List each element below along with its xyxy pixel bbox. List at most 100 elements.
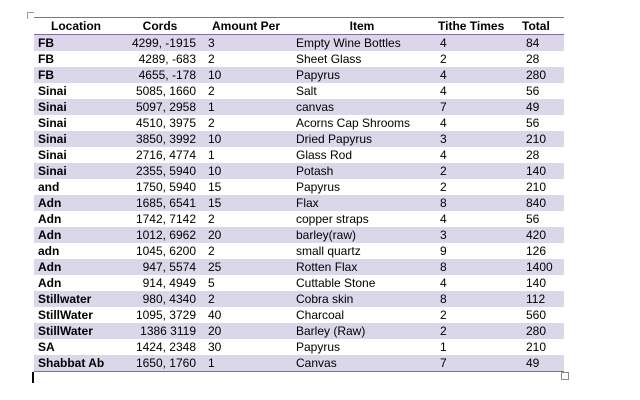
cell-item[interactable]: copper straps <box>296 211 369 226</box>
cell-amount-per[interactable]: 25 <box>208 259 222 274</box>
cell-total[interactable]: 56 <box>526 83 540 98</box>
cell-item[interactable]: small quartz <box>296 243 361 258</box>
cell-location[interactable]: Adn <box>38 259 62 274</box>
cell-tithe-times[interactable]: 4 <box>440 115 447 130</box>
cell-total[interactable]: 56 <box>526 211 540 226</box>
cell-tithe-times[interactable]: 8 <box>440 195 447 210</box>
cell-tithe-times[interactable]: 4 <box>440 67 447 82</box>
cell-total[interactable]: 56 <box>526 115 540 130</box>
cell-cords[interactable]: 1424, 2348 <box>135 339 196 354</box>
cell-total[interactable]: 210 <box>526 131 547 146</box>
cell-total[interactable]: 280 <box>526 67 547 82</box>
cell-item[interactable]: Empty Wine Bottles <box>296 35 401 50</box>
cell-tithe-times[interactable]: 4 <box>440 211 447 226</box>
cell-location[interactable]: FB <box>38 67 54 82</box>
cell-item[interactable]: canvas <box>296 99 335 114</box>
cell-amount-per[interactable]: 1 <box>208 147 215 162</box>
tithe-table[interactable]: Location Cords Amount Per Item Tithe Tim… <box>34 17 564 372</box>
cell-tithe-times[interactable]: 7 <box>440 355 447 370</box>
cell-location[interactable]: FB <box>38 51 54 66</box>
cell-total[interactable]: 420 <box>526 227 547 242</box>
cell-item[interactable]: Papyrus <box>296 67 341 82</box>
cell-cords[interactable]: 1012, 6962 <box>135 227 196 242</box>
cell-item[interactable]: Papyrus <box>296 339 341 354</box>
cell-cords[interactable]: 5085, 1660 <box>135 83 196 98</box>
cell-tithe-times[interactable]: 8 <box>440 291 447 306</box>
cell-location[interactable]: Adn <box>38 211 62 226</box>
cell-amount-per[interactable]: 20 <box>208 323 222 338</box>
cell-total[interactable]: 210 <box>526 339 547 354</box>
header-total[interactable]: Total <box>522 19 550 33</box>
header-tithe-times[interactable]: Tithe Times <box>438 19 505 33</box>
cell-amount-per[interactable]: 15 <box>208 179 222 194</box>
cell-cords[interactable]: 914, 4949 <box>142 275 196 290</box>
cell-total[interactable]: 560 <box>526 307 547 322</box>
header-cords[interactable]: Cords <box>142 19 178 33</box>
cell-amount-per[interactable]: 15 <box>208 195 222 210</box>
cell-location[interactable]: Stillwater <box>38 291 92 306</box>
cell-total[interactable]: 84 <box>526 35 540 50</box>
cell-tithe-times[interactable]: 2 <box>440 51 447 66</box>
cell-item[interactable]: Barley (Raw) <box>296 323 366 338</box>
cell-cords[interactable]: 4289, -683 <box>138 51 196 66</box>
cell-location[interactable]: FB <box>38 35 54 50</box>
cell-tithe-times[interactable]: 9 <box>440 243 447 258</box>
cell-tithe-times[interactable]: 2 <box>440 163 447 178</box>
cell-total[interactable]: 140 <box>526 275 547 290</box>
cell-cords[interactable]: 1650, 1760 <box>135 355 196 370</box>
cell-amount-per[interactable]: 1 <box>208 99 215 114</box>
cell-item[interactable]: Canvas <box>296 355 337 370</box>
cell-total[interactable]: 840 <box>526 195 547 210</box>
cell-cords[interactable]: 2716, 4774 <box>135 147 196 162</box>
cell-cords[interactable]: 980, 4340 <box>142 291 196 306</box>
cell-cords[interactable]: 5097, 2958 <box>135 99 196 114</box>
cell-amount-per[interactable]: 2 <box>208 211 215 226</box>
cell-tithe-times[interactable]: 1 <box>440 339 447 354</box>
cell-location[interactable]: Adn <box>38 227 62 242</box>
cell-cords[interactable]: 1386 3119 <box>140 323 196 338</box>
header-item[interactable]: Item <box>349 19 375 33</box>
cell-amount-per[interactable]: 2 <box>208 115 215 130</box>
table-resize-handle[interactable] <box>561 372 569 380</box>
cell-item[interactable]: Flax <box>296 195 319 210</box>
cell-location[interactable]: Sinai <box>38 163 67 178</box>
cell-item[interactable]: Salt <box>296 83 317 98</box>
cell-item[interactable]: Glass Rod <box>296 147 353 162</box>
cell-amount-per[interactable]: 1 <box>208 355 215 370</box>
cell-amount-per[interactable]: 10 <box>208 131 222 146</box>
cell-location[interactable]: StillWater <box>38 323 93 338</box>
cell-amount-per[interactable]: 3 <box>208 35 215 50</box>
cell-cords[interactable]: 4510, 3975 <box>135 115 196 130</box>
cell-amount-per[interactable]: 20 <box>208 227 222 242</box>
cell-tithe-times[interactable]: 8 <box>440 259 447 274</box>
cell-location[interactable]: Sinai <box>38 131 67 146</box>
cell-cords[interactable]: 2355, 5940 <box>135 163 196 178</box>
cell-cords[interactable]: 1742, 7142 <box>135 211 196 226</box>
cell-cords[interactable]: 3850, 3992 <box>135 131 196 146</box>
cell-cords[interactable]: 4655, -178 <box>138 67 196 82</box>
cell-tithe-times[interactable]: 2 <box>440 323 447 338</box>
cell-cords[interactable]: 1095, 3729 <box>135 307 196 322</box>
cell-tithe-times[interactable]: 3 <box>440 131 447 146</box>
cell-amount-per[interactable]: 5 <box>208 275 215 290</box>
cell-location[interactable]: Adn <box>38 195 62 210</box>
cell-cords[interactable]: 4299, -1915 <box>131 35 196 50</box>
cell-amount-per[interactable]: 10 <box>208 67 222 82</box>
cell-total[interactable]: 28 <box>526 51 540 66</box>
cell-tithe-times[interactable]: 3 <box>440 227 447 242</box>
cell-total[interactable]: 112 <box>526 291 546 306</box>
cell-cords[interactable]: 1045, 6200 <box>135 243 196 258</box>
cell-item[interactable]: Sheet Glass <box>296 51 362 66</box>
cell-item[interactable]: barley(raw) <box>296 227 357 242</box>
cell-item[interactable]: Dried Papyrus <box>296 131 373 146</box>
cell-item[interactable]: Papyrus <box>296 179 341 194</box>
cell-item[interactable]: Cuttable Stone <box>296 275 376 290</box>
cell-tithe-times[interactable]: 7 <box>440 99 447 114</box>
cell-location[interactable]: SA <box>38 339 55 354</box>
cell-tithe-times[interactable]: 2 <box>440 179 447 194</box>
cell-item[interactable]: Cobra skin <box>296 291 354 306</box>
cell-item[interactable]: Charcoal <box>296 307 345 322</box>
cell-amount-per[interactable]: 2 <box>208 51 215 66</box>
cell-total[interactable]: 126 <box>526 243 547 258</box>
